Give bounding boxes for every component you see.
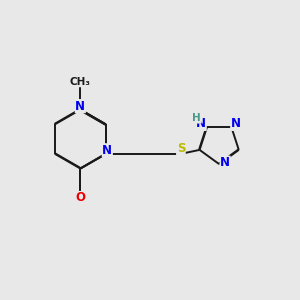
Text: CH₃: CH₃ bbox=[70, 77, 91, 87]
Text: N: N bbox=[102, 144, 112, 157]
Text: H: H bbox=[192, 113, 201, 123]
Text: O: O bbox=[75, 191, 85, 205]
Text: N: N bbox=[75, 100, 85, 112]
Text: N: N bbox=[196, 117, 206, 130]
Text: N: N bbox=[231, 117, 241, 130]
Text: S: S bbox=[177, 142, 185, 155]
Text: N: N bbox=[220, 156, 230, 169]
